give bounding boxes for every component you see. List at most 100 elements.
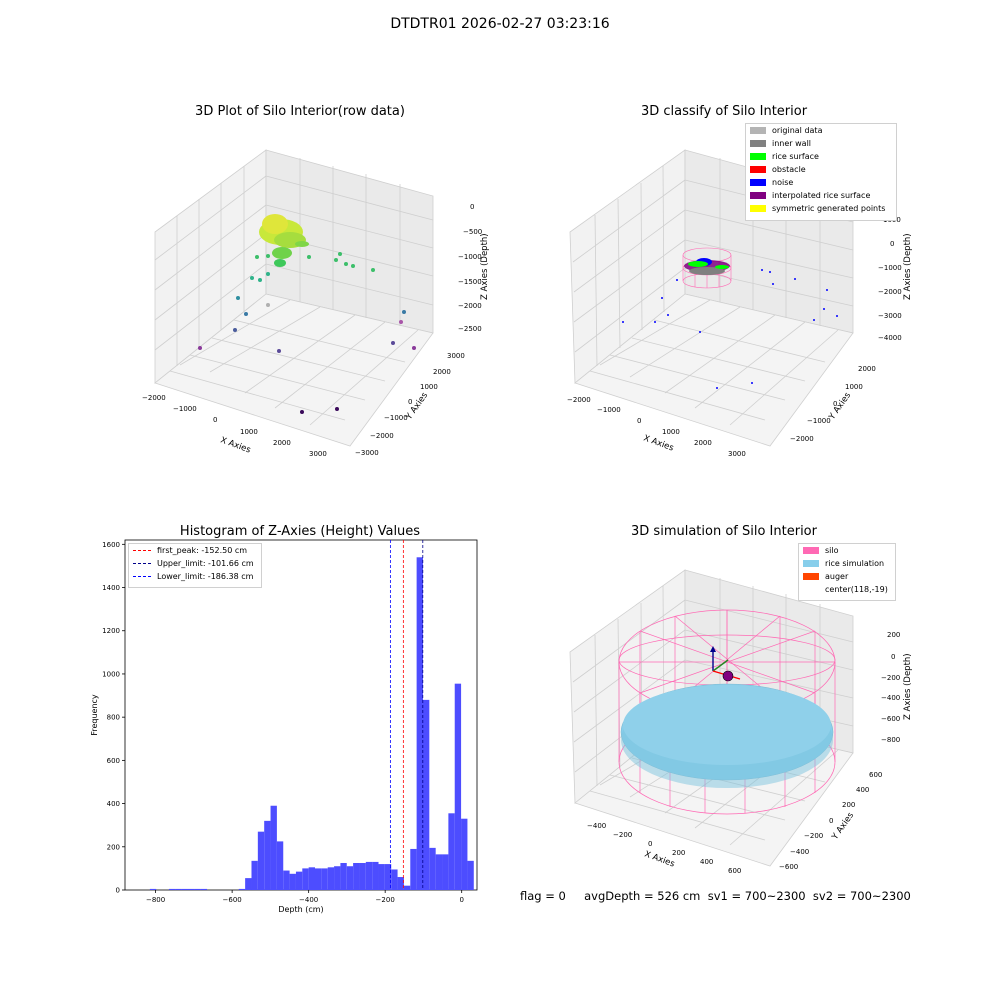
legend-entry: original data	[750, 124, 896, 137]
y-tick: −1000	[807, 417, 831, 425]
z-tick: −500	[463, 228, 482, 236]
hist-bar	[302, 868, 309, 890]
z-tick: −200	[881, 674, 900, 682]
x-tick: 0	[637, 417, 641, 425]
z-tick: −2000	[458, 302, 482, 310]
classify-plot-title: 3D classify of Silo Interior	[640, 104, 808, 119]
hist-bar	[295, 871, 303, 890]
y-tick: 200	[842, 801, 855, 809]
hist-bar	[251, 860, 258, 890]
y-tick-label: 0	[116, 887, 120, 895]
y-tick: 400	[856, 786, 869, 794]
hist-bar	[378, 864, 385, 890]
legend-swatch	[133, 576, 151, 577]
classify-y-axis-label: Y Axies	[827, 390, 854, 422]
raw-z-axis-label: Z Axies (Depth)	[480, 233, 490, 300]
y-tick: −2000	[370, 432, 394, 440]
legend-entry: center(118,-19)	[803, 583, 895, 596]
x-tick: −200	[613, 831, 632, 839]
hist-x-axis-label: Depth (cm)	[278, 905, 323, 914]
raw-axis-ticks: −2000 −1000 0 1000 2000 3000 −3000 −2000…	[142, 203, 482, 458]
legend-label: symmetric generated points	[772, 204, 886, 213]
legend-entry: Lower_limit: -186.38 cm	[133, 570, 261, 583]
hist-y-axis-label: Frequency	[90, 694, 99, 736]
y-tick: 2000	[433, 368, 451, 376]
legend-entry: obstacle	[750, 163, 896, 176]
legend-swatch	[803, 560, 819, 567]
x-tick: 0	[213, 416, 217, 424]
legend-swatch	[750, 179, 766, 186]
legend-entry: interpolated rice surface	[750, 189, 896, 202]
hist-bar	[175, 888, 182, 890]
legend-entry: silo	[803, 544, 895, 557]
legend-swatch	[133, 563, 151, 564]
histogram-legend: first_peak: -152.50 cm Upper_limit: -101.…	[128, 543, 262, 588]
hist-bar	[461, 818, 468, 890]
legend-entry: noise	[750, 176, 896, 189]
y-tick: 2000	[858, 365, 876, 373]
z-tick: 0	[890, 240, 894, 248]
legend-label: obstacle	[772, 165, 806, 174]
hist-bar	[334, 866, 341, 890]
x-tick: 1000	[662, 428, 680, 436]
hist-bar	[315, 868, 322, 890]
y-tick: −600	[779, 863, 798, 871]
hist-bar	[448, 813, 455, 890]
classify-3d-plot: −2000 −1000 0 1000 2000 3000 −2000 −1000…	[567, 149, 913, 458]
legend-swatch	[750, 153, 766, 160]
z-tick: −2500	[458, 325, 482, 333]
hist-bar	[168, 888, 176, 890]
figure-title: DTDTR01 2026-02-27 03:23:16	[390, 16, 610, 32]
hist-bar	[372, 861, 379, 890]
sim-legend: silo rice simulation auger center(118,-19)	[798, 543, 896, 601]
hist-bar	[454, 683, 462, 890]
x-tick: −2000	[567, 396, 591, 404]
y-tick: 1000	[420, 383, 438, 391]
z-tick: −800	[881, 736, 900, 744]
hist-bar	[467, 860, 474, 890]
hist-bar	[340, 862, 347, 890]
y-tick: −3000	[355, 449, 379, 457]
x-tick-label: −800	[146, 896, 165, 904]
sim-z-axis-label: Z Axies (Depth)	[903, 653, 913, 720]
legend-swatch	[750, 140, 766, 147]
legend-entry: symmetric generated points	[750, 202, 896, 215]
z-tick: −4000	[878, 334, 902, 342]
z-tick: −1000	[458, 253, 482, 261]
x-tick: 3000	[309, 450, 327, 458]
y-tick-label: 1400	[102, 584, 120, 592]
y-tick: −2000	[790, 435, 814, 443]
raw-3d-plot: −2000 −1000 0 1000 2000 3000 −3000 −2000…	[142, 149, 490, 458]
legend-swatch	[803, 573, 819, 580]
y-tick: 0	[408, 398, 412, 406]
z-tick: −400	[881, 694, 900, 702]
status-footer: flag = 0 avgDepth = 526 cm sv1 = 700~230…	[520, 889, 911, 903]
sim-y-axis-label: Y Axies	[830, 810, 857, 842]
y-tick: 0	[829, 817, 833, 825]
hist-bar	[410, 848, 417, 890]
x-tick: 2000	[694, 439, 712, 447]
hist-bar	[270, 805, 277, 890]
z-tick: −3000	[878, 312, 902, 320]
legend-label: center(118,-19)	[825, 585, 888, 594]
legend-swatch	[750, 192, 766, 199]
classify-axis-ticks: −2000 −1000 0 1000 2000 3000 −2000 −1000…	[567, 216, 902, 458]
x-tick-label: 0	[459, 896, 463, 904]
z-tick: 0	[470, 203, 474, 211]
legend-swatch	[803, 586, 819, 593]
hist-bar	[276, 841, 284, 890]
hist-bar	[346, 866, 354, 890]
hist-bar	[353, 862, 360, 890]
z-tick: −2000	[878, 288, 902, 296]
legend-label: interpolated rice surface	[772, 191, 871, 200]
legend-swatch	[133, 550, 151, 551]
y-tick-label: 600	[107, 757, 120, 765]
legend-label: Lower_limit: -186.38 cm	[157, 572, 254, 581]
legend-entry: rice simulation	[803, 557, 895, 570]
raw-point-cloud	[198, 214, 416, 414]
y-tick: −200	[804, 832, 823, 840]
x-tick: 1000	[240, 428, 258, 436]
y-tick-label: 800	[107, 714, 120, 722]
y-tick: 600	[869, 771, 882, 779]
hist-bar	[194, 888, 201, 890]
